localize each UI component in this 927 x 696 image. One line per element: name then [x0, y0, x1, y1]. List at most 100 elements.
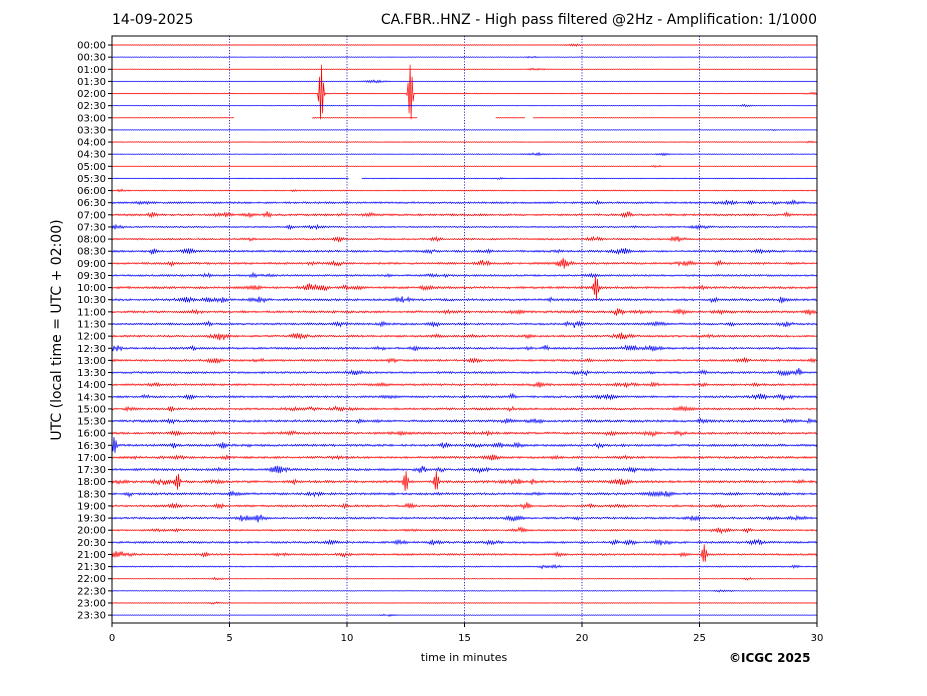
x-tick-label: 25	[693, 633, 706, 644]
trace-line	[111, 188, 818, 193]
trace-line	[111, 116, 818, 119]
y-tick-label: 12:30	[77, 344, 106, 355]
y-tick-label: 21:30	[77, 562, 106, 573]
trace-line	[111, 368, 818, 377]
y-tick-label: 14:30	[77, 392, 106, 403]
y-tick-label: 11:30	[77, 319, 106, 330]
y-tick-label: 22:30	[77, 586, 106, 597]
trace-line	[111, 43, 818, 47]
x-tick-layer: 0 5 10 15 20 25 30	[109, 623, 824, 644]
trace-line	[111, 576, 818, 581]
y-tick-label: 11:00	[77, 307, 106, 318]
y-tick-label: 04:00	[77, 138, 106, 149]
y-tick-label: 13:00	[77, 356, 106, 367]
y-tick-label: 23:30	[77, 611, 106, 622]
trace-line	[111, 176, 818, 180]
y-tick-label: 18:00	[77, 477, 106, 488]
trace-line	[111, 526, 818, 535]
plot-frame	[111, 35, 818, 624]
y-tick-label: 09:00	[77, 259, 106, 270]
y-tick-label: 06:00	[77, 186, 106, 197]
trace-line	[111, 544, 818, 562]
trace-line	[111, 276, 818, 300]
x-tick-label: 30	[811, 633, 824, 644]
y-tick-label: 08:30	[77, 247, 106, 258]
trace-line	[111, 601, 818, 605]
x-axis-label: time in minutes	[420, 651, 508, 664]
y-tick-label: 20:30	[77, 538, 106, 549]
trace-line	[111, 430, 818, 438]
y-tick-label: 10:00	[77, 283, 106, 294]
x-tick-label: 20	[576, 633, 589, 644]
y-tick-label: 14:00	[77, 380, 106, 391]
y-tick-label: 13:30	[77, 368, 106, 379]
trace-line	[111, 247, 818, 256]
trace-line	[111, 332, 818, 341]
trace-line	[111, 55, 818, 59]
y-tick-label: 02:30	[77, 101, 106, 112]
y-tick-label: 22:00	[77, 574, 106, 585]
trace-line	[111, 514, 818, 523]
trace-line	[111, 308, 818, 316]
y-tick-layer: 00:0000:3001:0001:3002:0002:3003:0003:30…	[77, 41, 112, 622]
y-tick-label: 02:00	[77, 89, 106, 100]
trace-line	[111, 67, 818, 71]
y-tick-label: 00:30	[77, 53, 106, 64]
plot-area	[112, 36, 817, 623]
y-tick-label: 16:30	[77, 441, 106, 452]
y-tick-label: 12:00	[77, 332, 106, 343]
y-tick-label: 01:00	[77, 65, 106, 76]
trace-line	[111, 103, 818, 108]
y-tick-label: 03:00	[77, 113, 106, 124]
y-tick-label: 09:30	[77, 271, 106, 282]
trace-line	[111, 257, 818, 269]
date-label: 14-09-2025	[112, 12, 194, 28]
trace-line	[111, 563, 818, 570]
trace-line	[111, 344, 818, 352]
y-tick-label: 18:30	[77, 489, 106, 500]
y-tick-label: 17:30	[77, 465, 106, 476]
copyright-label: ©ICGC 2025	[729, 651, 811, 665]
trace-line	[111, 381, 818, 389]
y-tick-label: 06:30	[77, 198, 106, 209]
y-axis-label: UTC (local time = UTC + 02:00)	[49, 219, 65, 441]
trace-line	[111, 235, 818, 243]
trace-line	[111, 199, 818, 206]
y-tick-label: 05:00	[77, 162, 106, 173]
x-tick-label: 5	[226, 633, 232, 644]
trace-line	[111, 129, 818, 132]
x-tick-label: 15	[458, 633, 471, 644]
trace-line	[111, 79, 818, 84]
trace-line	[111, 502, 818, 510]
y-tick-label: 15:30	[77, 417, 106, 428]
y-tick-label: 21:00	[77, 550, 106, 561]
trace-line	[111, 490, 818, 498]
trace-line	[111, 613, 818, 617]
y-tick-label: 19:00	[77, 501, 106, 512]
y-tick-label: 16:00	[77, 429, 106, 440]
trace-line	[111, 296, 818, 304]
trace-layer	[111, 43, 818, 617]
trace-line	[111, 538, 818, 546]
y-tick-label: 03:30	[77, 125, 106, 136]
trace-line	[111, 64, 818, 120]
x-tick-label: 0	[109, 633, 115, 644]
y-tick-label: 15:00	[77, 404, 106, 415]
y-tick-label: 07:30	[77, 222, 106, 233]
trace-line	[111, 471, 818, 491]
trace-line	[111, 140, 818, 144]
y-tick-label: 07:00	[77, 210, 106, 221]
y-tick-label: 08:00	[77, 235, 106, 246]
x-tick-label: 10	[341, 633, 354, 644]
trace-line	[111, 356, 818, 364]
trace-line	[111, 437, 818, 453]
y-tick-label: 04:30	[77, 150, 106, 161]
trace-line	[111, 417, 818, 425]
trace-line	[111, 405, 818, 413]
trace-line	[111, 392, 818, 401]
y-tick-label: 10:30	[77, 295, 106, 306]
trace-line	[111, 454, 818, 461]
trace-line	[111, 151, 818, 157]
y-tick-label: 17:00	[77, 453, 106, 464]
